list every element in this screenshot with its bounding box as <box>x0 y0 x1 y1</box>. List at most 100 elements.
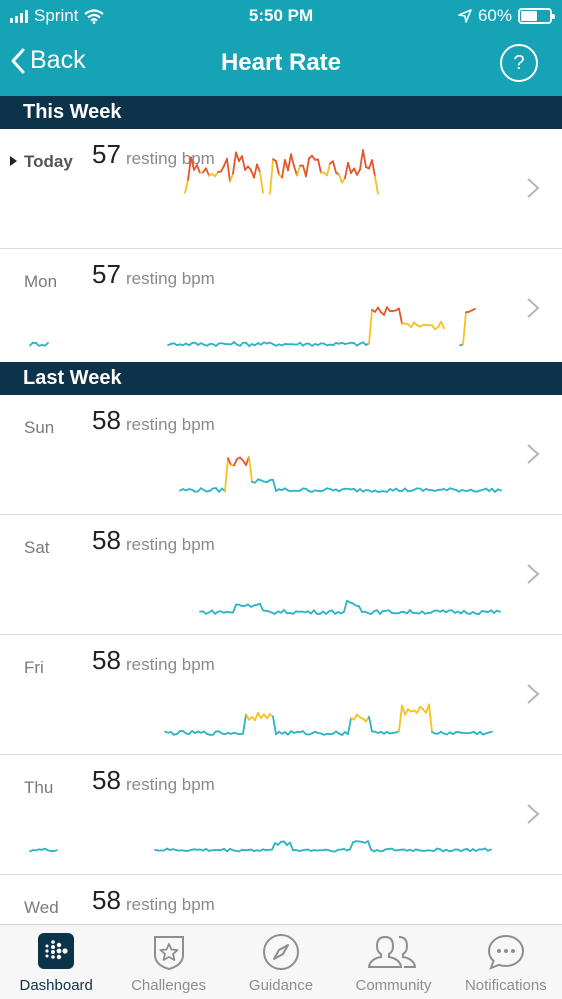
sparkline-segment <box>200 342 205 346</box>
sparkline-segment <box>328 849 333 853</box>
sparkline-segment <box>239 732 244 736</box>
sparkline-segment <box>407 708 412 713</box>
day-label: Today <box>24 152 73 171</box>
sparkline-segment <box>347 162 352 174</box>
help-button[interactable]: ? <box>500 44 538 82</box>
sparkline-segment <box>355 604 360 608</box>
sparkline-segment <box>341 487 346 491</box>
sparkline-segment <box>269 158 274 195</box>
day-label: Mon <box>24 272 58 291</box>
sparkline-segment <box>410 709 415 713</box>
sparkline-segment <box>305 487 310 493</box>
section-header-this-week: This Week <box>0 96 562 129</box>
day-row-today[interactable]: Today 57 resting bpm <box>0 129 562 249</box>
sparkline-segment <box>265 609 270 613</box>
sparkline-segment <box>263 713 268 720</box>
tab-challenges[interactable]: Challenges <box>112 925 224 999</box>
sparkline-segment <box>376 849 381 853</box>
sparkline-segment <box>359 341 364 345</box>
sparkline-segment <box>295 849 300 852</box>
sparkline-segment <box>371 159 376 178</box>
sparkline-segment <box>302 730 307 736</box>
sparkline-segment <box>283 840 288 847</box>
sparkline-segment <box>238 848 243 853</box>
sparkline-segment <box>308 154 313 160</box>
status-time: 5:50 PM <box>248 6 314 25</box>
tab-community[interactable]: Community <box>337 925 449 999</box>
sparkline-segment <box>437 320 442 329</box>
sparkline-segment <box>287 730 292 736</box>
sparkline-segment <box>418 610 423 615</box>
sparkline-segment <box>395 487 400 492</box>
sparkline-segment <box>208 609 213 614</box>
sparkline-segment <box>445 848 450 853</box>
sparkline-segment <box>299 487 304 492</box>
tab-dashboard[interactable]: Dashboard <box>0 925 112 999</box>
sparkline-segment <box>485 487 490 492</box>
sparkline-segment <box>389 488 394 492</box>
tab-notifications[interactable]: Notifications <box>450 925 562 999</box>
sparkline-segment <box>352 602 357 607</box>
sparkline-segment <box>259 171 264 194</box>
sparkline-segment <box>458 489 463 493</box>
sparkline-segment <box>209 487 214 492</box>
sparkline-segment <box>386 731 391 735</box>
sparkline-segment <box>397 611 402 615</box>
sparkline-segment <box>352 840 357 844</box>
sparkline-segment <box>47 849 52 853</box>
sparkline-segment <box>271 611 276 615</box>
sparkline-segment <box>404 322 409 326</box>
sparkline-segment <box>341 731 346 736</box>
sparkline-segment <box>403 610 408 615</box>
sparkline-segment <box>485 731 490 735</box>
resting-bpm-value: 58 <box>92 645 121 675</box>
day-row-sat[interactable]: Sat 58 resting bpm <box>0 515 562 635</box>
sparkline-segment <box>424 612 429 615</box>
sparkline-segment <box>335 171 340 176</box>
sparkline-segment <box>205 611 210 615</box>
day-row-mon[interactable]: Mon 57 resting bpm <box>0 249 562 369</box>
sparkline-segment <box>163 847 168 852</box>
day-row-wed[interactable]: Wed 58 resting bpm <box>0 875 562 995</box>
sparkline-segment <box>332 342 337 347</box>
sparkline-segment <box>376 609 381 615</box>
back-label: Back <box>30 46 86 74</box>
tab-guidance[interactable]: Guidance <box>225 925 337 999</box>
sparkline-segment <box>368 715 373 733</box>
sparkline-segment <box>308 342 313 347</box>
sparkline-segment <box>455 488 460 493</box>
sparkline-segment <box>401 704 406 716</box>
sparkline-segment <box>214 610 219 615</box>
day-row-thu[interactable]: Thu 58 resting bpm <box>0 755 562 875</box>
back-button[interactable]: Back <box>10 46 86 75</box>
sparkline-segment <box>370 848 375 853</box>
sparkline-segment <box>430 609 435 614</box>
day-row-sun[interactable]: Sun 58 resting bpm <box>0 395 562 515</box>
sparkline-segment <box>29 849 34 853</box>
sparkline-segment <box>484 847 489 852</box>
dashboard-icon <box>38 933 75 969</box>
sparkline-segment <box>475 848 480 852</box>
sparkline-segment <box>185 732 190 736</box>
sparkline-segment <box>382 848 387 852</box>
sparkline-segment <box>460 609 465 615</box>
sparkline-segment <box>373 849 378 853</box>
sparkline-segment <box>374 489 379 493</box>
sparkline-segment <box>452 731 457 735</box>
location-arrow-icon <box>458 9 472 23</box>
sparkline-segment <box>41 344 46 347</box>
sparkline-segment <box>229 847 234 852</box>
chevron-right-icon <box>527 684 540 704</box>
compass-icon <box>263 934 300 970</box>
sparkline-segment <box>347 717 352 736</box>
sparkline-segment <box>233 731 238 735</box>
sparkline-segment <box>275 730 280 736</box>
sparkline-segment <box>431 489 436 492</box>
sparkline-segment <box>404 708 409 716</box>
sparkline-segment <box>215 487 220 493</box>
sparkline-segment <box>469 848 474 853</box>
day-row-fri[interactable]: Fri 58 resting bpm <box>0 635 562 755</box>
sparkline-segment <box>221 342 226 345</box>
tab-label: Notifications <box>464 977 547 994</box>
sparkline-segment <box>365 166 370 170</box>
